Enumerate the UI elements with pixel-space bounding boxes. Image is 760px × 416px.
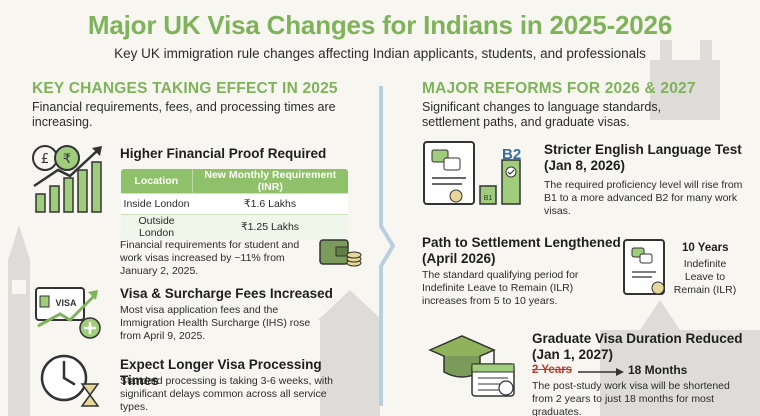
settlement-desc: The standard qualifying period for Indef…	[422, 269, 579, 307]
right-column: MAJOR REFORMS FOR 2026 & 2027 Significan…	[408, 76, 760, 416]
visa-fees-title: Visa & Surcharge Fees Increased	[120, 286, 333, 301]
table-cell: ₹1.6 Lakhs	[192, 193, 348, 215]
table-row: Inside London ₹1.6 Lakhs	[121, 193, 348, 215]
table-header-requirement: New Monthly Requirement (INR)	[192, 169, 348, 194]
visa-card-text: VISA	[55, 298, 77, 308]
graduate-visa-title: Graduate Visa Duration Reduced (Jan 1, 2…	[532, 331, 743, 362]
clock-hourglass-icon	[40, 354, 100, 407]
financial-proof-title: Higher Financial Proof Required	[120, 146, 327, 161]
level-b2-label: B2	[502, 146, 522, 163]
table-cell: ₹1.25 Lakhs	[192, 214, 348, 239]
table-header-location: Location	[121, 169, 193, 194]
graduation-calendar-icon	[428, 335, 515, 397]
page-title: Major UK Visa Changes for Indians in 202…	[87, 10, 673, 40]
level-b1-label: B1	[484, 195, 493, 202]
financial-proof-desc: Financial requirements for student and w…	[120, 239, 300, 277]
money-growth-chart-icon: £ ₹	[32, 145, 102, 213]
visa-fees-desc: Most visa application fees and the Immig…	[120, 304, 311, 342]
wallet-coins-icon	[319, 239, 362, 267]
processing-times-title: Expect Longer Visa Processing Times	[120, 357, 322, 388]
visa-card-icon: VISA	[35, 287, 101, 339]
processing-times-desc: Standard processing is taking 3-6 weeks,…	[120, 375, 334, 413]
certificate-levels-icon: B1	[423, 141, 521, 205]
right-section-title: MAJOR REFORMS FOR 2026 & 2027	[422, 80, 696, 97]
ilr-years-value: 10 Years	[682, 242, 729, 254]
ilr-document-icon	[623, 239, 665, 295]
svg-text:₹: ₹	[63, 152, 71, 167]
english-test-desc: The required proficiency level will rise…	[544, 179, 743, 217]
ilr-label: Indefinite Leave to Remain (ILR)	[673, 258, 737, 296]
chevron-divider-icon	[379, 86, 395, 406]
right-section-desc: Significant changes to language standard…	[422, 100, 662, 129]
table-cell: Inside London	[121, 193, 193, 215]
left-section-title: KEY CHANGES TAKING EFFECT IN 2025	[32, 80, 338, 97]
financial-requirement-table: Location New Monthly Requirement (INR) I…	[120, 168, 349, 240]
table-row: Outside London ₹1.25 Lakhs	[121, 214, 348, 239]
table-cell: Outside London	[121, 214, 193, 239]
new-duration: 18 Months	[628, 363, 688, 377]
left-column: KEY CHANGES TAKING EFFECT IN 2025 Financ…	[0, 76, 362, 416]
svg-text:£: £	[41, 152, 49, 167]
old-duration: 2 Years	[532, 364, 573, 376]
english-test-title: Stricter English Language Test (Jan 8, 2…	[544, 142, 742, 173]
left-section-desc: Financial requirements, fees, and proces…	[32, 100, 336, 129]
arrow-right-icon	[578, 368, 624, 376]
page-subtitle: Key UK immigration rule changes affectin…	[114, 46, 646, 61]
graduate-visa-desc: The post-study work visa will be shorten…	[532, 380, 730, 416]
settlement-title: Path to Settlement Lengthened (April 202…	[422, 235, 621, 266]
